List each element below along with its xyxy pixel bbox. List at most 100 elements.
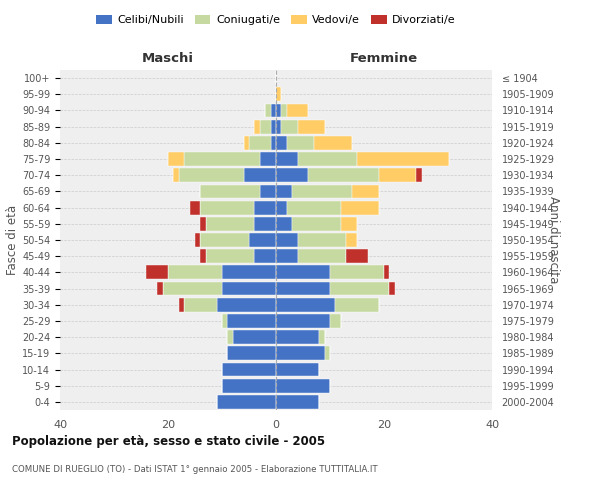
Bar — [227, 330, 233, 344]
Bar — [254, 217, 276, 230]
Bar — [276, 88, 281, 101]
Bar — [292, 184, 352, 198]
Bar — [330, 314, 341, 328]
Bar — [416, 168, 422, 182]
Bar — [276, 379, 330, 392]
Bar — [298, 120, 325, 134]
Bar — [276, 250, 298, 263]
Bar — [222, 282, 276, 296]
Bar — [276, 136, 287, 149]
Bar — [276, 184, 292, 198]
Bar — [157, 282, 163, 296]
Bar — [200, 200, 254, 214]
Bar — [249, 136, 271, 149]
Bar — [346, 233, 357, 247]
Bar — [217, 298, 276, 312]
Bar — [217, 395, 276, 409]
Bar — [384, 266, 389, 280]
Bar — [292, 217, 341, 230]
Bar — [146, 266, 168, 280]
Bar — [352, 184, 379, 198]
Bar — [389, 282, 395, 296]
Bar — [271, 120, 276, 134]
Bar — [254, 250, 276, 263]
Y-axis label: Fasce di età: Fasce di età — [6, 205, 19, 275]
Bar — [163, 282, 222, 296]
Bar — [195, 233, 200, 247]
Bar — [287, 104, 308, 118]
Bar — [179, 168, 244, 182]
Bar — [222, 314, 227, 328]
Bar — [179, 298, 184, 312]
Bar — [173, 168, 179, 182]
Bar — [325, 346, 330, 360]
Bar — [276, 120, 281, 134]
Bar — [190, 200, 200, 214]
Legend: Celibi/Nubili, Coniugati/e, Vedovi/e, Divorziati/e: Celibi/Nubili, Coniugati/e, Vedovi/e, Di… — [92, 10, 460, 30]
Bar — [298, 250, 346, 263]
Bar — [227, 346, 276, 360]
Bar — [276, 266, 330, 280]
Bar — [287, 136, 314, 149]
Bar — [271, 136, 276, 149]
Bar — [379, 168, 416, 182]
Bar — [276, 346, 325, 360]
Bar — [184, 298, 217, 312]
Bar — [276, 217, 292, 230]
Bar — [260, 184, 276, 198]
Bar — [265, 104, 271, 118]
Bar — [206, 217, 254, 230]
Text: COMUNE DI RUEGLIO (TO) - Dati ISTAT 1° gennaio 2005 - Elaborazione TUTTITALIA.IT: COMUNE DI RUEGLIO (TO) - Dati ISTAT 1° g… — [12, 465, 377, 474]
Bar — [281, 104, 287, 118]
Bar — [276, 233, 298, 247]
Bar — [276, 152, 298, 166]
Text: Femmine: Femmine — [350, 52, 418, 65]
Bar — [222, 379, 276, 392]
Bar — [341, 217, 357, 230]
Bar — [249, 233, 276, 247]
Bar — [276, 330, 319, 344]
Bar — [281, 120, 298, 134]
Bar — [276, 104, 281, 118]
Bar — [276, 282, 330, 296]
Bar — [330, 282, 389, 296]
Bar — [346, 250, 368, 263]
Bar — [276, 395, 319, 409]
Bar — [200, 250, 206, 263]
Bar — [200, 217, 206, 230]
Bar — [233, 330, 276, 344]
Bar — [200, 233, 249, 247]
Bar — [330, 266, 384, 280]
Bar — [276, 298, 335, 312]
Bar — [341, 200, 379, 214]
Bar — [222, 266, 276, 280]
Text: Maschi: Maschi — [142, 52, 194, 65]
Text: Popolazione per età, sesso e stato civile - 2005: Popolazione per età, sesso e stato civil… — [12, 435, 325, 448]
Bar — [244, 136, 249, 149]
Bar — [287, 200, 341, 214]
Y-axis label: Anni di nascita: Anni di nascita — [547, 196, 560, 284]
Bar — [276, 200, 287, 214]
Bar — [254, 120, 260, 134]
Bar — [276, 362, 319, 376]
Bar — [168, 266, 222, 280]
Bar — [254, 200, 276, 214]
Bar — [276, 314, 330, 328]
Bar — [260, 120, 271, 134]
Bar — [319, 330, 325, 344]
Bar — [308, 168, 379, 182]
Bar — [298, 152, 357, 166]
Bar — [227, 314, 276, 328]
Bar — [206, 250, 254, 263]
Bar — [168, 152, 184, 166]
Bar — [271, 104, 276, 118]
Bar — [276, 168, 308, 182]
Bar — [298, 233, 346, 247]
Bar — [184, 152, 260, 166]
Bar — [314, 136, 352, 149]
Bar — [260, 152, 276, 166]
Bar — [200, 184, 260, 198]
Bar — [222, 362, 276, 376]
Bar — [357, 152, 449, 166]
Bar — [335, 298, 379, 312]
